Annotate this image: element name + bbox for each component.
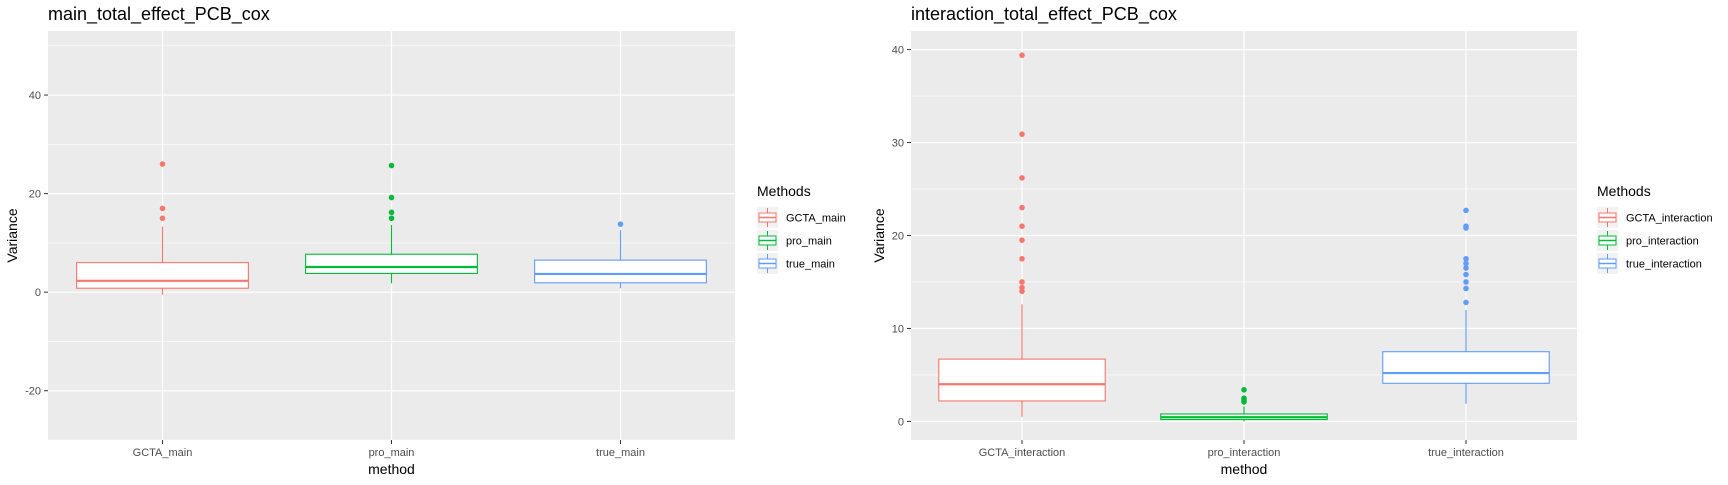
x-axis-label: method	[1221, 461, 1268, 477]
boxplot-GCTA_main	[76, 161, 249, 295]
legend-label: GCTA_main	[786, 213, 846, 225]
y-tick-label: 20	[892, 231, 904, 243]
legend-key	[757, 230, 778, 251]
outlier-point	[1463, 271, 1469, 278]
legend-label: true_main	[786, 259, 835, 271]
chart-title: interaction_total_effect_PCB_cox	[911, 4, 1177, 25]
chart-panel-1: main_total_effect_PCB_cox -20 0 20 40 GCTA_ma…	[4, 4, 846, 477]
outlier-point	[617, 221, 624, 227]
legend-label: pro_main	[786, 236, 832, 248]
y-axis-label: Variance	[4, 208, 20, 262]
boxplot-true_main	[534, 221, 707, 289]
outlier-point	[388, 215, 395, 222]
legend-label: pro_interaction	[1626, 236, 1699, 248]
chart-panel-2: interaction_total_effect_PCB_cox 0 10 20 30 4…	[871, 4, 1713, 477]
outlier-point	[1019, 204, 1025, 211]
outlier-point	[1463, 265, 1469, 271]
outlier-point	[388, 162, 395, 169]
outlier-point	[1463, 299, 1469, 306]
y-tick-label: 10	[892, 323, 904, 335]
x-tick-label: pro_interaction	[1208, 447, 1281, 459]
box	[76, 262, 249, 289]
chart-title: main_total_effect_PCB_cox	[48, 4, 270, 25]
outlier-point	[1019, 284, 1025, 291]
outlier-point	[1463, 223, 1469, 230]
legend-label: true_interaction	[1626, 259, 1702, 271]
outlier-point	[388, 194, 395, 201]
legend-key	[1597, 230, 1618, 251]
outlier-point	[1463, 285, 1469, 292]
x-tick-label: GCTA_interaction	[979, 447, 1066, 459]
legend-key	[1597, 207, 1618, 228]
x-axis-label: method	[368, 461, 415, 477]
outlier-point	[1463, 260, 1469, 267]
box	[1382, 351, 1550, 384]
box	[305, 253, 478, 274]
outlier-point	[1019, 223, 1025, 230]
x-tick-label: pro_main	[369, 447, 415, 459]
y-tick-label: 20	[29, 189, 41, 201]
y-axis-label: Variance	[871, 208, 887, 262]
y-tick-label: -20	[25, 386, 41, 398]
x-tick-label: true_main	[596, 447, 645, 459]
outlier-point	[388, 209, 395, 216]
outlier-point	[1241, 387, 1247, 393]
box	[534, 259, 707, 284]
boxplot-pro_interaction	[1160, 387, 1328, 422]
x-tick-label: true_interaction	[1428, 447, 1504, 459]
legend: Methods GCTA_interaction pro_interactiontr…	[1597, 183, 1713, 274]
legend: Methods GCTA_main pro_main true_main	[757, 183, 846, 274]
legend-title: Methods	[1597, 183, 1651, 199]
outlier-point	[159, 161, 166, 167]
outlier-point	[1463, 279, 1469, 285]
outlier-point	[1463, 207, 1469, 214]
y-tick-label: 40	[892, 45, 904, 57]
boxplot-GCTA_interaction	[938, 52, 1106, 417]
outlier-point	[1019, 255, 1025, 262]
outlier-point	[159, 205, 166, 212]
y-tick-label: 30	[892, 138, 904, 150]
legend-key	[1597, 253, 1618, 274]
outlier-point	[1019, 175, 1025, 181]
y-tick-label: 0	[35, 287, 41, 299]
legend-key	[757, 253, 778, 274]
outlier-point	[1019, 237, 1025, 243]
y-tick-label: 40	[29, 90, 41, 102]
outlier-point	[159, 215, 166, 222]
legend-label: GCTA_interaction	[1626, 213, 1713, 225]
legend-title: Methods	[757, 183, 811, 199]
outlier-point	[1019, 52, 1025, 58]
outlier-point	[1019, 131, 1025, 137]
y-tick-label: 0	[898, 416, 904, 428]
boxplot-pro_main	[305, 162, 478, 284]
legend-key	[757, 207, 778, 228]
outlier-point	[1463, 255, 1469, 262]
outlier-point	[1019, 279, 1025, 285]
outlier-point	[1241, 395, 1247, 401]
x-tick-label: GCTA_main	[133, 447, 193, 459]
boxplot-true_interaction	[1382, 207, 1550, 404]
box	[938, 358, 1106, 402]
